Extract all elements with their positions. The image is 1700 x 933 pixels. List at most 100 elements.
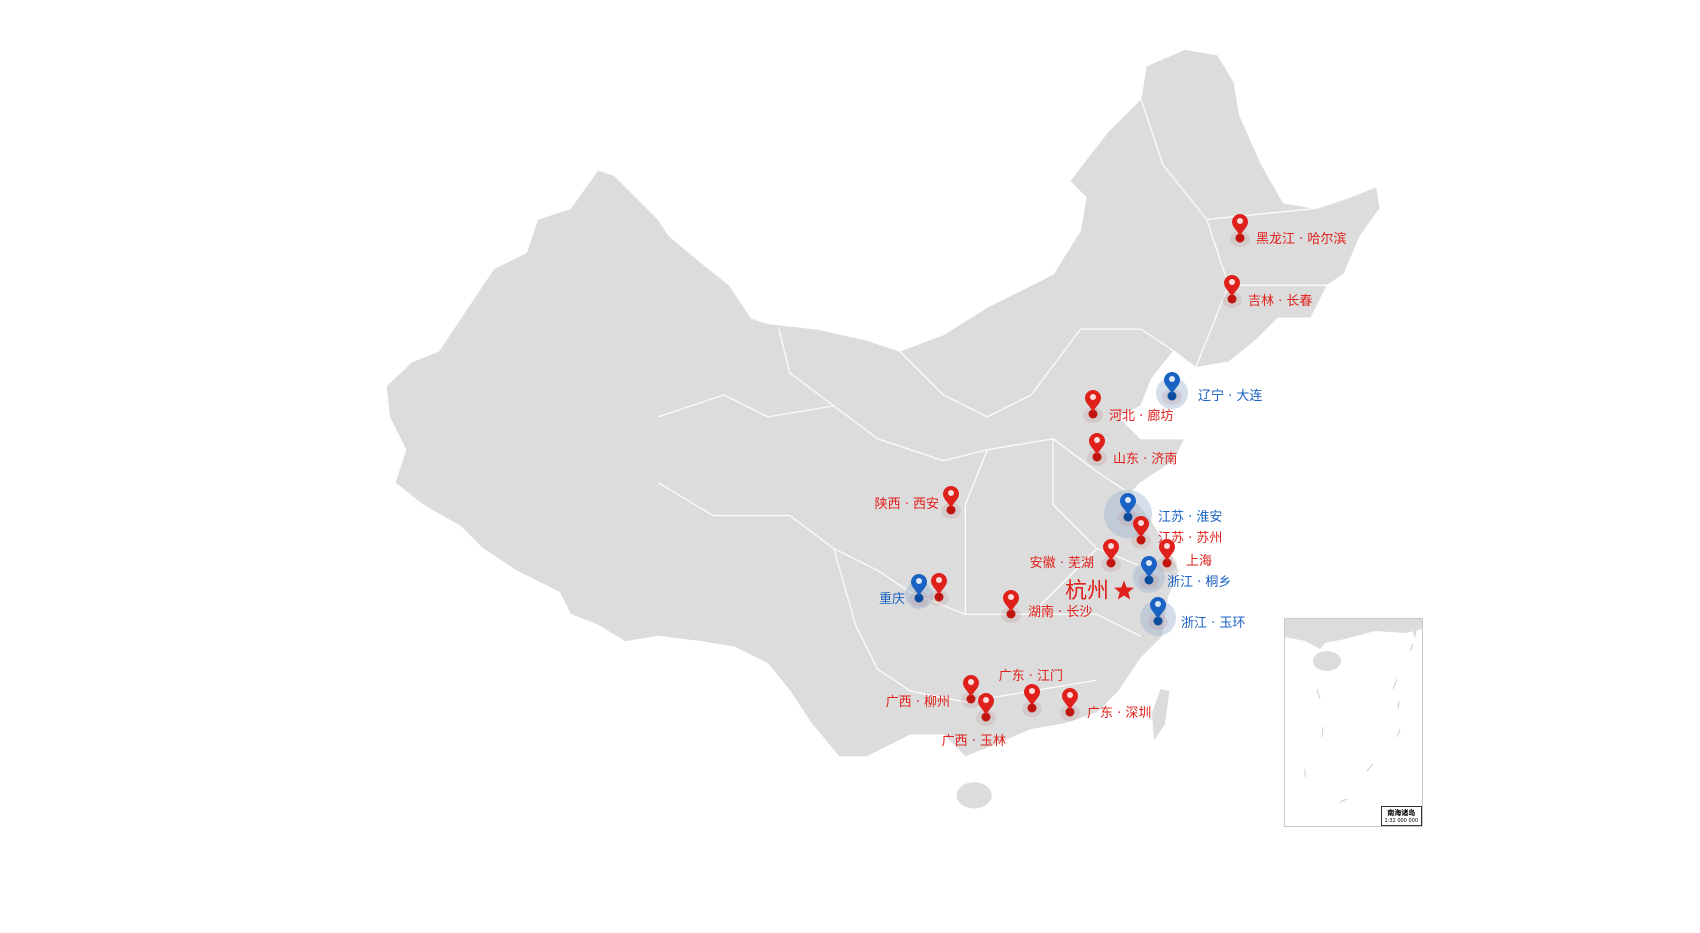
inset-map — [1285, 619, 1422, 803]
pin-base — [946, 505, 956, 515]
map-pin-icon — [1024, 684, 1040, 706]
marker-layer — [905, 214, 1250, 726]
pin-base — [1153, 616, 1163, 626]
pin-base — [1167, 391, 1177, 401]
pin-base — [966, 694, 976, 704]
pin-dot — [1108, 543, 1114, 549]
pin-dot — [1229, 279, 1235, 285]
pin-base — [1162, 558, 1172, 568]
map-pin-icon — [1062, 688, 1078, 710]
map-pin-red[interactable] — [1222, 275, 1242, 308]
pin-base — [1065, 707, 1075, 717]
map-pin-icon — [1164, 372, 1180, 394]
map-pin-red[interactable] — [929, 573, 949, 606]
pin-dot — [1029, 688, 1035, 694]
pin-base — [1088, 409, 1098, 419]
map-pin-blue[interactable] — [1156, 372, 1188, 409]
map-pin-red[interactable] — [1131, 516, 1151, 549]
marker-label: 上海 — [1186, 554, 1213, 569]
marker-label: 广东 · 江门 — [998, 669, 1063, 684]
pin-base — [1235, 233, 1245, 243]
pin-dot — [1169, 376, 1175, 382]
pin-dot — [983, 697, 989, 703]
marker-label: 广西 · 柳州 — [885, 695, 950, 710]
map-pin-red[interactable] — [1001, 590, 1021, 623]
marker-label: 辽宁 · 大连 — [1198, 389, 1263, 404]
map-pin-red[interactable] — [1060, 688, 1080, 721]
marker-label: 陕西 · 西安 — [874, 497, 939, 512]
marker-label: 湖南 · 长沙 — [1028, 605, 1093, 620]
south-china-sea-inset: 南海诸岛 1:32 000 000 — [1284, 618, 1423, 827]
map-pin-icon — [1120, 493, 1136, 515]
map-pin-red[interactable] — [1230, 214, 1250, 247]
capital-label: 杭州 — [1065, 579, 1110, 604]
map-pin-icon — [1103, 539, 1119, 561]
pin-base — [1136, 535, 1146, 545]
map-pin-red[interactable] — [1022, 684, 1042, 717]
map-pin-icon — [911, 574, 927, 596]
map-pin-red[interactable] — [1101, 539, 1121, 572]
map-pin-red[interactable] — [1083, 390, 1103, 423]
pin-dot — [968, 679, 974, 685]
map-pin-icon — [1224, 275, 1240, 297]
map-pin-red[interactable] — [1087, 433, 1107, 466]
marker-label: 浙江 · 玉环 — [1181, 616, 1246, 631]
pin-base — [914, 593, 924, 603]
pin-base — [1144, 575, 1154, 585]
map-pin-red[interactable] — [941, 486, 961, 519]
pin-dot — [936, 577, 942, 583]
pin-dot — [1164, 543, 1170, 549]
map-pin-icon — [943, 486, 959, 508]
pin-dot — [1094, 437, 1100, 443]
pin-dot — [1146, 560, 1152, 566]
inset-scale: 1:32 000 000 — [1384, 818, 1419, 824]
star-icon[interactable] — [1114, 580, 1134, 600]
map-pin-icon — [1133, 516, 1149, 538]
map-pin-blue[interactable] — [905, 574, 933, 609]
pin-dot — [1155, 601, 1161, 607]
map-pin-icon — [963, 675, 979, 697]
pin-dot — [1237, 218, 1243, 224]
map-pin-icon — [1159, 539, 1175, 561]
map-pin-icon — [978, 693, 994, 715]
pin-base — [1227, 294, 1237, 304]
map-pin-icon — [1150, 597, 1166, 619]
marker-label: 河北 · 廊坊 — [1109, 409, 1174, 424]
map-pin-icon — [1003, 590, 1019, 612]
pin-dot — [1125, 497, 1131, 503]
pin-dot — [1138, 520, 1144, 526]
marker-label: 吉林 · 长春 — [1248, 294, 1313, 309]
pin-base — [981, 712, 991, 722]
marker-label: 广西 · 玉林 — [941, 734, 1006, 749]
map-pin-icon — [931, 573, 947, 595]
pin-base — [1006, 609, 1016, 619]
pin-dot — [1090, 394, 1096, 400]
marker-label: 浙江 · 桐乡 — [1167, 575, 1232, 590]
pin-base — [1106, 558, 1116, 568]
pin-dot — [948, 490, 954, 496]
pin-dot — [1067, 692, 1073, 698]
marker-label: 黑龙江 · 哈尔滨 — [1256, 232, 1347, 247]
pin-base — [1027, 703, 1037, 713]
marker-label: 山东 · 济南 — [1113, 452, 1178, 467]
map-pin-red[interactable] — [1157, 539, 1177, 572]
china-land — [385, 48, 1381, 809]
map-pin-blue[interactable] — [1140, 597, 1176, 636]
pin-base — [934, 592, 944, 602]
map-pin-icon — [1141, 556, 1157, 578]
pin-dot — [1008, 594, 1014, 600]
map-pin-icon — [1089, 433, 1105, 455]
marker-label: 安徽 · 芜湖 — [1029, 556, 1094, 571]
map-pin-red[interactable] — [976, 693, 996, 726]
pin-base — [1123, 512, 1133, 522]
marker-label: 江苏 · 苏州 — [1158, 531, 1223, 546]
pin-dot — [916, 578, 922, 584]
pin-base — [1092, 452, 1102, 462]
map-pin-red[interactable] — [961, 675, 981, 708]
marker-label: 广东 · 深圳 — [1087, 706, 1152, 721]
map-pin-blue[interactable] — [1133, 556, 1165, 593]
inset-title: 南海诸岛 — [1387, 809, 1416, 817]
inset-legend: 南海诸岛 1:32 000 000 — [1380, 806, 1422, 826]
map-pin-icon — [1085, 390, 1101, 412]
